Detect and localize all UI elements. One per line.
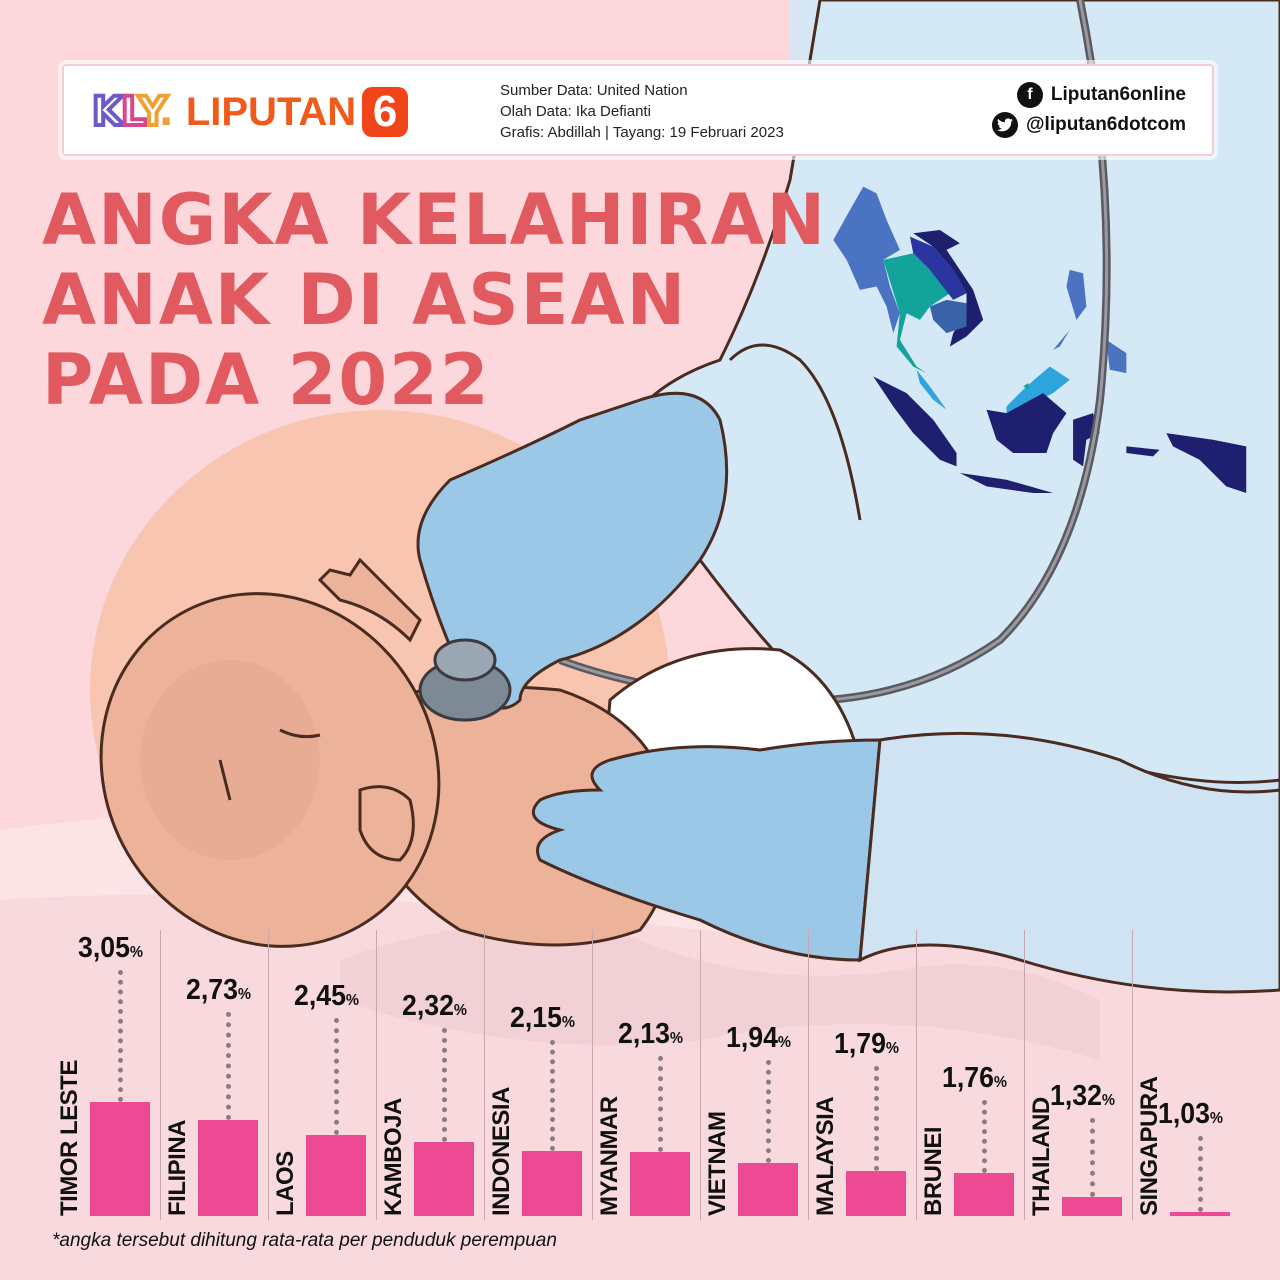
graphic-by-text: Grafis: Abdillah | Tayang: 19 Februari 2… [500,124,784,141]
dotted-leader-line [226,1012,231,1120]
value-label: 1,79% [834,1028,900,1060]
value-label: 2,13% [618,1018,684,1050]
column-divider [376,930,377,1220]
chart-column: 1,94% VIETNAM [700,920,808,1220]
bar [90,1102,150,1216]
title-line-3: PADA 2022 [42,339,491,421]
map-brunei [1023,383,1030,390]
baby-arm [317,557,422,643]
dotted-leader-line [982,1100,987,1173]
twitter-icon [992,112,1019,138]
logo: KLY. LIPUTAN 6 [90,82,409,142]
map-thailand [883,253,950,374]
country-label: LAOS [272,1151,299,1216]
bar [1062,1197,1122,1216]
value-label: 1,03% [1158,1098,1224,1130]
country-label: SINGAPURA [1136,1076,1163,1216]
country-label: FILIPINA [164,1120,191,1216]
column-divider [700,930,701,1220]
baby-hand [358,785,415,862]
kly-logo: KLY. [90,87,174,137]
country-label: INDONESIA [488,1087,515,1216]
dotted-leader-line [550,1040,555,1151]
dotted-leader-line [658,1056,663,1152]
chart-column: 2,45% LAOS [268,920,376,1220]
value-label: 1,32% [1050,1080,1116,1112]
country-label: TIMOR LESTE [56,1060,83,1216]
chart-column: 2,13% MYANMAR [592,920,700,1220]
chart-column: 3,05% TIMOR LESTE [52,920,160,1220]
page-title: ANGKA KELAHIRAN ANAK DI ASEAN PADA 2022 [42,180,827,420]
country-label: VIETNAM [704,1111,731,1217]
chart-column: 2,32% KAMBOJA [376,920,484,1220]
column-divider [916,930,917,1220]
column-divider [484,930,485,1220]
bar [630,1152,690,1216]
bar [414,1142,474,1216]
bar [198,1120,258,1216]
dotted-leader-line [1090,1118,1095,1197]
twitter-handle: @liputan6dotcom [1026,114,1186,135]
column-divider [1024,930,1025,1220]
liputan-six-badge: 6 [362,87,409,137]
title-line-1: ANGKA KELAHIRAN [42,179,828,261]
column-divider [160,930,161,1220]
map-laos [909,236,967,300]
dotted-leader-line [118,970,123,1102]
value-label: 2,45% [294,980,360,1012]
value-label: 2,32% [402,990,468,1022]
chart-column: 1,03% SINGAPURA [1132,920,1240,1220]
bar [306,1135,366,1216]
facebook-handle: Liputan6online [1050,84,1186,105]
processed-by-text: Olah Data: Ika Defianti [500,103,651,120]
column-divider [808,930,809,1220]
footnote: *angka tersebut dihitung rata-rata per p… [52,1230,557,1251]
country-label: MYANMAR [596,1096,623,1216]
value-label: 3,05% [78,932,144,964]
glove-lower [531,738,882,962]
country-label: THAILAND [1028,1097,1055,1216]
bar [1170,1212,1230,1216]
value-label: 2,15% [510,1002,576,1034]
value-label: 1,94% [726,1022,792,1054]
value-label: 2,73% [186,974,252,1006]
title-line-2: ANAK DI ASEAN [42,259,688,341]
bar [954,1173,1014,1216]
facebook-icon: f [1016,82,1043,108]
credits: Sumber Data: United Nation Olah Data: Ik… [500,80,784,143]
column-divider [268,930,269,1220]
dotted-leader-line [1198,1136,1203,1212]
bar [522,1151,582,1216]
bar [846,1171,906,1216]
source-text: Sumber Data: United Nation [500,82,688,99]
dotted-leader-line [874,1066,879,1171]
dotted-leader-line [442,1028,447,1142]
value-label: 1,76% [942,1062,1008,1094]
header-bar: KLY. LIPUTAN 6 Sumber Data: United Natio… [62,64,1214,156]
chart-column: 2,15% INDONESIA [484,920,592,1220]
social-links: f Liputan6online @liputan6dotcom [992,80,1186,140]
liputan-logo-text: LIPUTAN [185,89,357,134]
chart-column: 1,76% BRUNEI [916,920,1024,1220]
dotted-leader-line [334,1018,339,1135]
chart-column: 2,73% FILIPINA [160,920,268,1220]
country-label: KAMBOJA [380,1098,407,1216]
bar [738,1163,798,1216]
country-label: BRUNEI [920,1126,947,1216]
country-label: MALAYSIA [812,1096,839,1216]
map-indonesia [873,376,1247,494]
map-cambodia [929,299,967,334]
chart-column: 1,79% MALAYSIA [808,920,916,1220]
glove-upper [416,391,729,710]
twitter-link[interactable]: @liputan6dotcom [992,110,1186,140]
column-divider [1132,930,1133,1220]
dotted-leader-line [766,1060,771,1163]
chart-column: 1,32% THAILAND [1024,920,1132,1220]
map-myanmar [833,186,900,334]
bar-chart: 3,05% TIMOR LESTE 2,73% FILIPINA 2,45% LAOS 2,… [52,920,1242,1220]
column-divider [592,930,593,1220]
facebook-link[interactable]: f Liputan6online [992,80,1186,110]
